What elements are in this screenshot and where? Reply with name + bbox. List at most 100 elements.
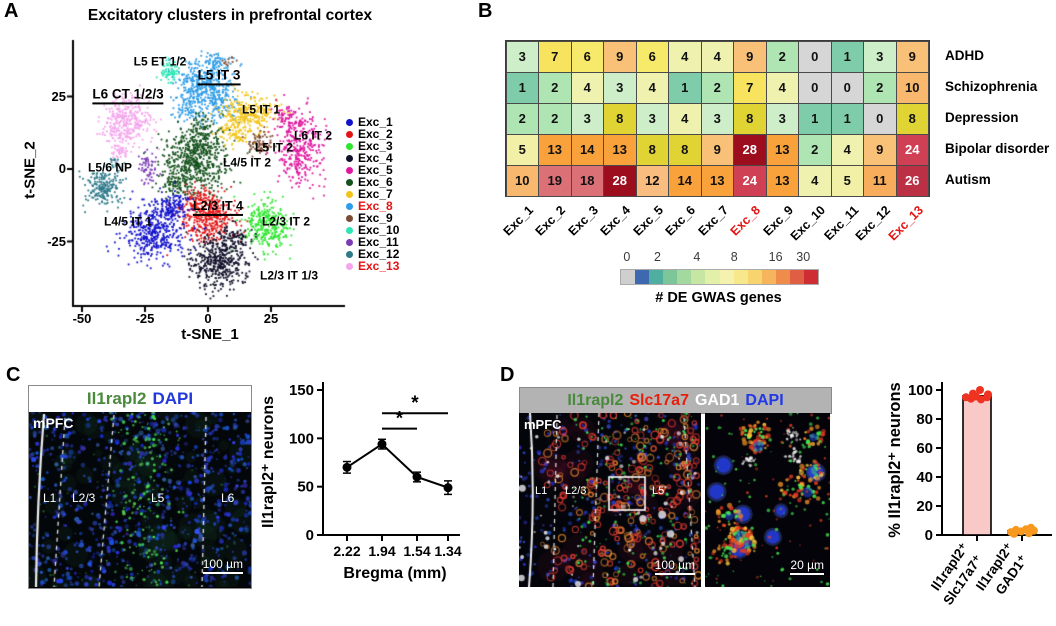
- heatmap-cell: 2: [700, 71, 734, 104]
- heatmap-cell: 26: [895, 164, 929, 197]
- legend-label: Exc_9: [358, 211, 393, 225]
- significance-star: *: [396, 409, 404, 430]
- heatmap-cell: 9: [863, 133, 897, 166]
- heatmap-cell: 0: [830, 71, 864, 104]
- heatmap-cell: 2: [863, 71, 897, 104]
- data-dot: [1030, 526, 1038, 535]
- tsne-legend: Exc_1 Exc_2 Exc_3 Exc_4 Exc_5 Exc_6 Exc_7 Exc_8…: [346, 116, 399, 272]
- marker-dapi: DAPI: [745, 391, 784, 409]
- colorbar-tick-label: 2: [653, 250, 661, 264]
- legend-color-dot: [346, 166, 353, 174]
- heatmap-cell: 9: [895, 40, 929, 73]
- y-tick-label: 50: [297, 479, 314, 496]
- legend-label: Exc_12: [358, 247, 400, 261]
- colorbar-tick-label: 0: [623, 250, 631, 264]
- y-tick-label: 80: [916, 411, 933, 428]
- legend-color-dot: [346, 202, 353, 210]
- colorbar-segment: [705, 270, 720, 284]
- region-label: mPFC: [33, 415, 74, 431]
- x-tick-label: -25: [135, 311, 155, 326]
- heatmap-cell: 24: [733, 164, 767, 197]
- heatmap-cell: 1: [668, 71, 702, 104]
- x-tick-label: 2.22: [333, 543, 360, 559]
- legend-color-dot: [346, 226, 353, 234]
- heatmap-cell: 10: [505, 164, 539, 197]
- heatmap-cell: 2: [765, 40, 799, 73]
- marker-il1rapl2: Il1rapl2: [86, 389, 147, 408]
- x-tick-label: 0: [204, 311, 212, 326]
- micrograph-inset: 20 µm: [705, 413, 830, 587]
- legend-color-dot: [346, 130, 353, 138]
- heatmap-column-label: Exc_4: [597, 203, 634, 239]
- legend-item: Exc_12: [346, 248, 399, 260]
- heatmap-cell: 3: [863, 40, 897, 73]
- colorbar-tick-label: 4: [693, 250, 701, 264]
- data-dot: [977, 395, 985, 404]
- heatmap-colorbar: [620, 269, 819, 285]
- y-tick-label: 40: [916, 469, 933, 486]
- scale-bar-100um: 100 µm: [654, 558, 695, 575]
- colorbar-segment: [677, 270, 692, 284]
- cluster-annotation: L5/6 NP: [87, 160, 133, 175]
- heatmap-cell: 13: [700, 164, 734, 197]
- cluster-annotation: L2/3 IT 1/3: [259, 268, 319, 283]
- heatmap-cell: 2: [798, 133, 832, 166]
- marker-il1rapl2: Il1rapl2: [567, 391, 624, 409]
- heatmap-cell: 4: [700, 40, 734, 73]
- heatmap-cell: 8: [668, 133, 702, 166]
- heatmap-cell: 1: [830, 102, 864, 135]
- heatmap-cell: 3: [570, 102, 604, 135]
- bar: [962, 394, 992, 536]
- cluster-annotation: L2/3 IT 2: [261, 214, 311, 229]
- data-point: [342, 462, 352, 472]
- heatmap-cell: 14: [668, 164, 702, 197]
- heatmap-row-label: Depression: [945, 110, 1019, 125]
- heatmap-cell: 13: [765, 164, 799, 197]
- heatmap-cell: 4: [765, 71, 799, 104]
- heatmap-cell: 1: [798, 102, 832, 135]
- layer-label-l1: L1: [535, 485, 548, 497]
- heatmap-cell: 14: [570, 133, 604, 166]
- legend-item: Exc_10: [346, 224, 399, 236]
- colorbar-segment: [621, 270, 636, 284]
- heatmap-column-label: Exc_3: [565, 203, 601, 239]
- colorbar-segment: [733, 270, 748, 284]
- data-point: [443, 483, 453, 493]
- legend-item: Exc_4: [346, 152, 399, 164]
- y-tick-label: 20: [916, 498, 933, 515]
- heatmap-cell: 0: [798, 40, 832, 73]
- cluster-annotation: L4/5 IT 1: [103, 214, 153, 229]
- heatmap-column-label: Exc_13: [885, 203, 926, 244]
- heatmap-cell: 0: [798, 71, 832, 104]
- y-tick-label: 150: [289, 382, 314, 399]
- bregma-line-chart: 0 50 100 150 2.22 1.94 1.54 1.34 * * Bregma (mm) Il…: [260, 382, 462, 582]
- heatmap-cell: 8: [635, 133, 669, 166]
- heatmap-cell: 2: [538, 102, 572, 135]
- y-tick-label: 100: [289, 430, 314, 447]
- heatmap-cell: 0: [863, 102, 897, 135]
- legend-label: Exc_3: [358, 139, 393, 153]
- heatmap-cell: 5: [830, 164, 864, 197]
- legend-item: Exc_8: [346, 200, 399, 212]
- colorbar-segment: [719, 270, 734, 284]
- panel-b: B 3 7 6 9 6 4 4 9 2 0 1 3 9 1 2 4 3 4 1 2 7 4 0 0 2 10 2 2 3 8 3 4 3 8 3 1 1…: [470, 0, 1056, 330]
- data-dot: [984, 390, 992, 399]
- layer-label-l5: L5: [652, 485, 665, 497]
- heatmap-column-label: Exc_2: [532, 203, 569, 239]
- legend-label: Exc_13: [358, 259, 400, 273]
- heatmap-cell: 3: [603, 71, 637, 104]
- cluster-annotation: L5 ET 1/2: [133, 54, 187, 69]
- colorbar-segment: [635, 270, 650, 284]
- data-dot: [976, 386, 984, 394]
- heatmap-cell: 4: [668, 102, 702, 135]
- heatmap-cell: 24: [895, 133, 929, 166]
- legend-label: Exc_11: [358, 235, 399, 249]
- heatmap-cell: 11: [863, 164, 897, 197]
- legend-color-dot: [346, 262, 353, 270]
- legend-item: Exc_7: [346, 188, 399, 200]
- x-axis-title: Bregma (mm): [343, 565, 446, 582]
- heatmap-cell: 8: [603, 102, 637, 135]
- layer-label-l23: L2/3: [565, 485, 587, 497]
- layer-label-l5: L5: [151, 491, 165, 505]
